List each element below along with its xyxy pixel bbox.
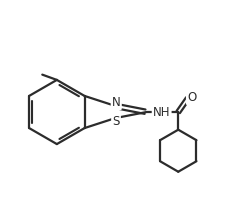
Text: NH: NH bbox=[153, 106, 170, 118]
Text: O: O bbox=[187, 91, 196, 104]
Text: N: N bbox=[112, 96, 121, 109]
Text: S: S bbox=[112, 115, 120, 128]
